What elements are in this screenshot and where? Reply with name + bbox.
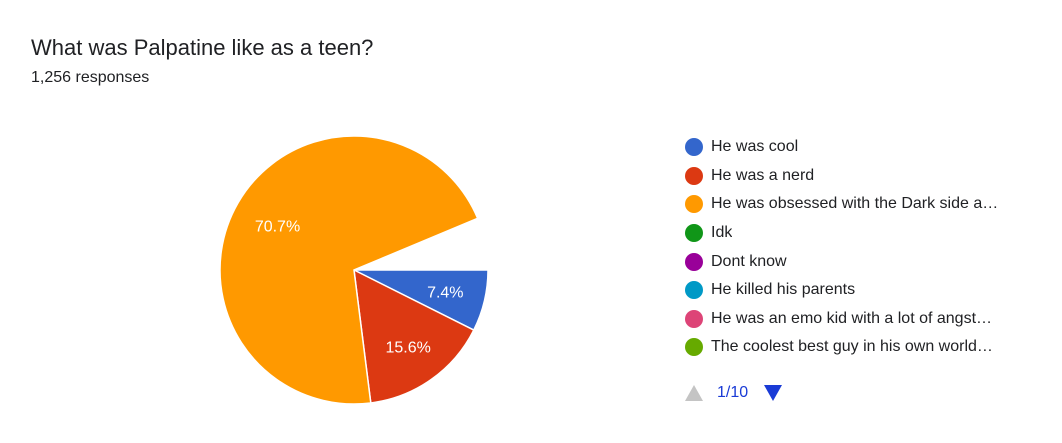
legend-swatch	[685, 338, 703, 357]
legend: He was cool He was a nerd He was obsessed …	[685, 133, 1045, 362]
legend-item[interactable]: He killed his parents	[685, 276, 1045, 305]
legend-item[interactable]: Dont know	[685, 247, 1045, 276]
slice-label: 7.4%	[427, 285, 463, 302]
chart-title: What was Palpatine like as a teen?	[31, 35, 374, 60]
legend-label: He was a nerd	[711, 166, 815, 184]
legend-swatch	[685, 252, 703, 271]
triangle-up-icon[interactable]	[685, 385, 703, 401]
pie-slice[interactable]	[353, 268, 475, 404]
legend-label: Idk	[711, 224, 733, 242]
legend-label: He was cool	[711, 138, 799, 156]
legend-swatch	[685, 224, 703, 243]
pie-slice[interactable]	[219, 135, 479, 405]
legend-item[interactable]: He was a nerd	[685, 162, 1045, 191]
legend-item[interactable]: He was obsessed with the Dark side a…	[685, 190, 1045, 219]
legend-item[interactable]: Idk	[685, 219, 1045, 248]
legend-label: The coolest best guy in his own world…	[711, 338, 993, 356]
legend-swatch	[685, 138, 703, 157]
legend-label: He was an emo kid with a lot of angst…	[711, 309, 993, 327]
legend-swatch	[685, 309, 703, 328]
triangle-down-icon[interactable]	[764, 385, 783, 401]
legend-label: He was obsessed with the Dark side a…	[711, 195, 999, 213]
legend-item[interactable]: He was cool	[685, 133, 1045, 162]
legend-swatch	[685, 281, 703, 300]
slice-label: 70.7%	[255, 219, 300, 236]
legend-swatch	[685, 166, 703, 185]
legend-label: Dont know	[711, 252, 787, 270]
legend-swatch	[685, 195, 703, 214]
response-count: 1,256 responses	[31, 69, 150, 86]
legend-pager: 1/10	[685, 384, 783, 402]
legend-item[interactable]: The coolest best guy in his own world…	[685, 333, 1045, 362]
page-indicator: 1/10	[717, 384, 749, 401]
legend-item[interactable]: He was an emo kid with a lot of angst…	[685, 305, 1045, 334]
slice-label: 15.6%	[386, 340, 431, 357]
legend-label: He killed his parents	[711, 281, 856, 299]
